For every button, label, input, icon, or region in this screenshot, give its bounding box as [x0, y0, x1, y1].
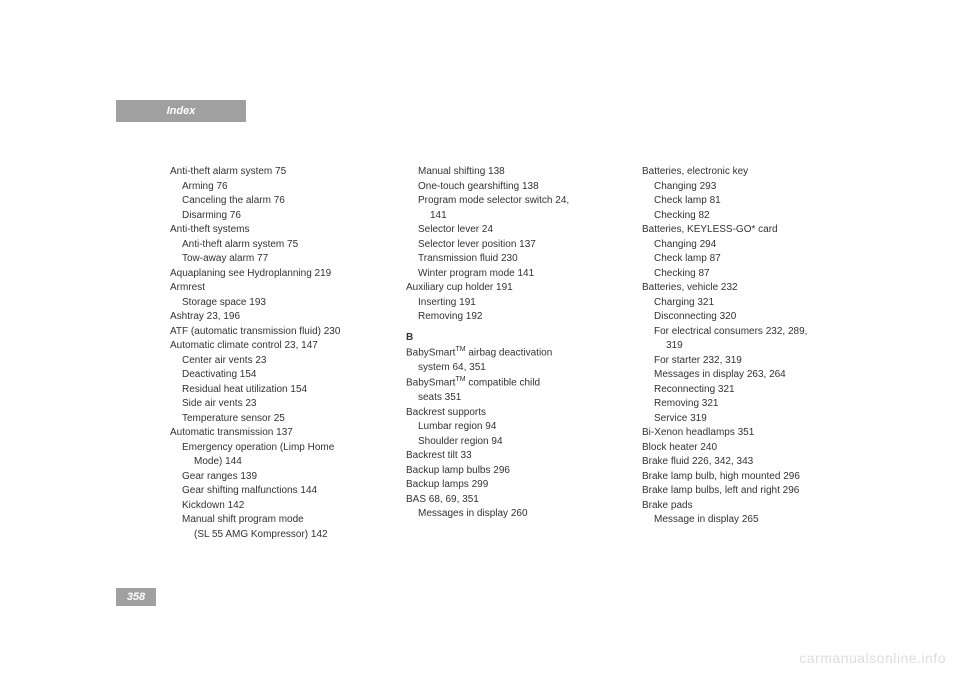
index-entry: For electrical consumers 232, 289, — [642, 325, 850, 340]
index-entry: 141 — [406, 209, 614, 224]
index-tab-label: Index — [167, 105, 196, 117]
index-entry: Check lamp 87 — [642, 252, 850, 267]
index-entry: Changing 294 — [642, 238, 850, 253]
index-entry: Armrest — [170, 281, 378, 296]
index-entry: Brake lamp bulb, high mounted 296 — [642, 470, 850, 485]
index-entry: Block heater 240 — [642, 441, 850, 456]
entry-text: BabySmart — [406, 378, 455, 389]
entry-text: compatible child — [466, 378, 540, 389]
index-entry: Temperature sensor 25 — [170, 412, 378, 427]
index-entry: Reconnecting 321 — [642, 383, 850, 398]
index-entry: Changing 293 — [642, 180, 850, 195]
index-entry: Removing 192 — [406, 310, 614, 325]
index-entry: Side air vents 23 — [170, 397, 378, 412]
index-entry: Selector lever position 137 — [406, 238, 614, 253]
index-entry: One-touch gearshifting 138 — [406, 180, 614, 195]
index-entry: Residual heat utilization 154 — [170, 383, 378, 398]
index-entry: Aquaplaning see Hydroplanning 219 — [170, 267, 378, 282]
tm-superscript: TM — [455, 376, 465, 383]
index-entry: Backup lamps 299 — [406, 478, 614, 493]
index-entry: Brake lamp bulbs, left and right 296 — [642, 484, 850, 499]
index-entry: Tow-away alarm 77 — [170, 252, 378, 267]
index-columns: Anti-theft alarm system 75Arming 76Cance… — [170, 165, 850, 542]
index-entry: Batteries, vehicle 232 — [642, 281, 850, 296]
index-tab: Index — [116, 100, 246, 122]
index-entry: Service 319 — [642, 412, 850, 427]
index-entry: Canceling the alarm 76 — [170, 194, 378, 209]
index-entry: Deactivating 154 — [170, 368, 378, 383]
page-number-text: 358 — [127, 591, 145, 603]
index-entry: Mode) 144 — [170, 455, 378, 470]
index-entry: Emergency operation (Limp Home — [170, 441, 378, 456]
index-entry: Gear shifting malfunctions 144 — [170, 484, 378, 499]
index-entry: Anti-theft systems — [170, 223, 378, 238]
index-entry: Batteries, electronic key — [642, 165, 850, 180]
index-entry: Shoulder region 94 — [406, 435, 614, 450]
index-entry: Batteries, KEYLESS-GO* card — [642, 223, 850, 238]
index-entry: For starter 232, 319 — [642, 354, 850, 369]
index-column-1: Anti-theft alarm system 75Arming 76Cance… — [170, 165, 378, 542]
index-entry: Disconnecting 320 — [642, 310, 850, 325]
watermark: carmanualsonline.info — [799, 650, 946, 666]
index-column-3: Batteries, electronic keyChanging 293Che… — [642, 165, 850, 542]
index-entry: Brake fluid 226, 342, 343 — [642, 455, 850, 470]
index-entry: 319 — [642, 339, 850, 354]
index-entry: Removing 321 — [642, 397, 850, 412]
index-entry: Auxiliary cup holder 191 — [406, 281, 614, 296]
index-entry: Manual shift program mode — [170, 513, 378, 528]
tm-superscript: TM — [455, 346, 465, 353]
index-entry: Automatic climate control 23, 147 — [170, 339, 378, 354]
index-entry: Disarming 76 — [170, 209, 378, 224]
index-entry: Backrest supports — [406, 406, 614, 421]
index-entry: ATF (automatic transmission fluid) 230 — [170, 325, 378, 340]
index-entry: Checking 82 — [642, 209, 850, 224]
index-entry: BAS 68, 69, 351 — [406, 493, 614, 508]
page: Index Anti-theft alarm system 75Arming 7… — [0, 0, 960, 678]
index-entry: Kickdown 142 — [170, 499, 378, 514]
index-entry: Brake pads — [642, 499, 850, 514]
index-entry: Center air vents 23 — [170, 354, 378, 369]
index-entry: BabySmartTM compatible child — [406, 375, 614, 391]
index-entry: Transmission fluid 230 — [406, 252, 614, 267]
section-heading-b: B — [406, 331, 614, 346]
index-entry: Checking 87 — [642, 267, 850, 282]
index-entry: Message in display 265 — [642, 513, 850, 528]
index-entry: Lumbar region 94 — [406, 420, 614, 435]
entry-text: BabySmart — [406, 347, 455, 358]
index-entry: seats 351 — [406, 391, 614, 406]
index-entry: Arming 76 — [170, 180, 378, 195]
index-entry: Program mode selector switch 24, — [406, 194, 614, 209]
index-entry: BabySmartTM airbag deactivation — [406, 345, 614, 361]
index-entry: Check lamp 81 — [642, 194, 850, 209]
index-entry: Winter program mode 141 — [406, 267, 614, 282]
index-entry: Anti-theft alarm system 75 — [170, 165, 378, 180]
index-entry: Storage space 193 — [170, 296, 378, 311]
index-column-2: Manual shifting 138One-touch gearshiftin… — [406, 165, 614, 542]
index-entry: Ashtray 23, 196 — [170, 310, 378, 325]
page-number: 358 — [116, 588, 156, 606]
index-entry: (SL 55 AMG Kompressor) 142 — [170, 528, 378, 543]
index-entry: Backrest tilt 33 — [406, 449, 614, 464]
index-entry: Automatic transmission 137 — [170, 426, 378, 441]
index-entry: Messages in display 260 — [406, 507, 614, 522]
entry-text: airbag deactivation — [466, 347, 553, 358]
index-entry: Manual shifting 138 — [406, 165, 614, 180]
index-entry: Bi-Xenon headlamps 351 — [642, 426, 850, 441]
index-entry: Gear ranges 139 — [170, 470, 378, 485]
index-entry: Charging 321 — [642, 296, 850, 311]
index-entry: Backup lamp bulbs 296 — [406, 464, 614, 479]
index-entry: Messages in display 263, 264 — [642, 368, 850, 383]
index-entry: system 64, 351 — [406, 361, 614, 376]
index-entry: Anti-theft alarm system 75 — [170, 238, 378, 253]
index-entry: Inserting 191 — [406, 296, 614, 311]
index-entry: Selector lever 24 — [406, 223, 614, 238]
